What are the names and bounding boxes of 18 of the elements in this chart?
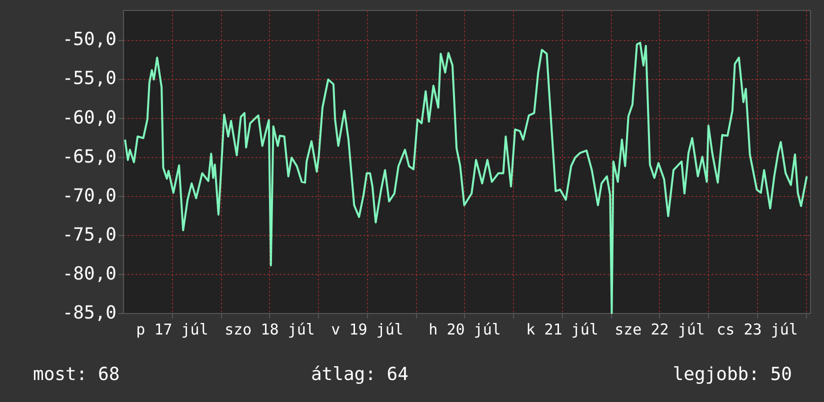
y-tick-label: -60,0 bbox=[62, 107, 116, 128]
y-tick-label: -70,0 bbox=[62, 185, 116, 206]
x-tick-label: cs 23 júl bbox=[716, 320, 798, 338]
y-tick-label: -80,0 bbox=[62, 263, 116, 284]
x-tick-label: v 19 júl bbox=[331, 320, 404, 338]
x-tick-label: p 17 júl bbox=[136, 320, 208, 338]
text: átlag: 64 bbox=[310, 364, 408, 385]
y-tick-label: -75,0 bbox=[62, 224, 116, 246]
text: most: 68 bbox=[33, 364, 120, 385]
x-tick-label: szo 18 júl bbox=[224, 320, 315, 338]
x-tick-label: h 20 júl bbox=[428, 320, 501, 338]
y-tick-label: -50,0 bbox=[62, 29, 116, 50]
x-tick-label: k 21 júl bbox=[526, 320, 598, 338]
x-tick-label: sze 22 júl bbox=[614, 320, 705, 338]
text: legjobb: 50 bbox=[672, 364, 792, 385]
y-tick-label: -65,0 bbox=[62, 146, 116, 168]
y-tick-label: -55,0 bbox=[62, 68, 116, 90]
y-tick-label: -85,0 bbox=[62, 302, 116, 324]
